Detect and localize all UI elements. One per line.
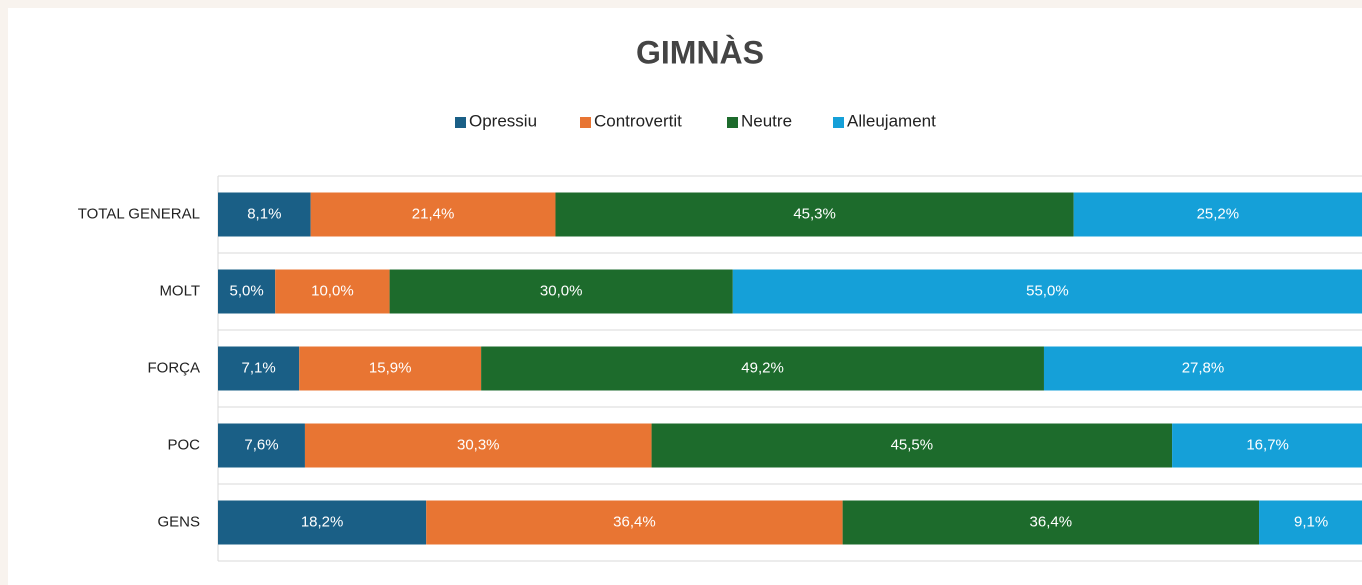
data-label: 36,4% xyxy=(613,513,656,530)
data-label: 36,4% xyxy=(1030,513,1073,530)
data-label: 9,1% xyxy=(1294,513,1328,530)
data-label: 30,3% xyxy=(457,436,500,453)
y-tick-label: POC xyxy=(167,436,200,453)
bar-segment xyxy=(275,269,390,314)
data-label: 7,6% xyxy=(244,436,278,453)
bar-segment xyxy=(651,423,1173,468)
data-label: 45,3% xyxy=(793,205,836,222)
bar-segment xyxy=(1073,192,1362,237)
data-label: 27,8% xyxy=(1182,359,1225,376)
legend-swatch xyxy=(455,117,466,128)
bar-segment xyxy=(218,346,300,391)
legend-swatch xyxy=(833,117,844,128)
bar-segment xyxy=(389,269,733,314)
data-label: 7,1% xyxy=(242,359,276,376)
data-label: 16,7% xyxy=(1246,436,1289,453)
bar-segment xyxy=(218,423,305,468)
y-tick-label: TOTAL GENERAL xyxy=(78,205,200,222)
bar-segment xyxy=(1259,500,1362,545)
bar-segment xyxy=(218,192,311,237)
data-label: 21,4% xyxy=(412,205,455,222)
data-label: 18,2% xyxy=(301,513,344,530)
bar-segment xyxy=(304,423,652,468)
bar-segment xyxy=(1172,423,1362,468)
y-tick-label: FORÇA xyxy=(148,359,201,376)
data-label: 10,0% xyxy=(311,282,354,299)
bar-segment xyxy=(218,269,276,314)
data-label: 55,0% xyxy=(1026,282,1069,299)
bar-segment xyxy=(310,192,556,237)
data-label: 25,2% xyxy=(1197,205,1240,222)
bar-segment xyxy=(481,346,1044,391)
legend-label: Opressiu xyxy=(469,111,537,130)
y-tick-label: MOLT xyxy=(159,282,200,299)
data-label: 15,9% xyxy=(369,359,412,376)
bar-segment xyxy=(555,192,1074,237)
data-label: 49,2% xyxy=(741,359,784,376)
data-label: 45,5% xyxy=(891,436,934,453)
bar-segment xyxy=(732,269,1362,314)
bar-segment xyxy=(842,500,1260,545)
legend-label: Controvertit xyxy=(594,111,682,130)
legend-label: Alleujament xyxy=(847,111,936,130)
data-label: 30,0% xyxy=(540,282,583,299)
legend-label: Neutre xyxy=(741,111,792,130)
bar-segment xyxy=(299,346,482,391)
y-tick-label: GENS xyxy=(157,513,200,530)
bar-segment xyxy=(1043,346,1362,391)
bar-segment xyxy=(218,500,427,545)
legend-swatch xyxy=(580,117,591,128)
data-label: 8,1% xyxy=(247,205,281,222)
data-label: 5,0% xyxy=(229,282,263,299)
chart-title: GIMNÀS xyxy=(636,34,764,70)
legend-swatch xyxy=(727,117,738,128)
bar-segment xyxy=(426,500,843,545)
